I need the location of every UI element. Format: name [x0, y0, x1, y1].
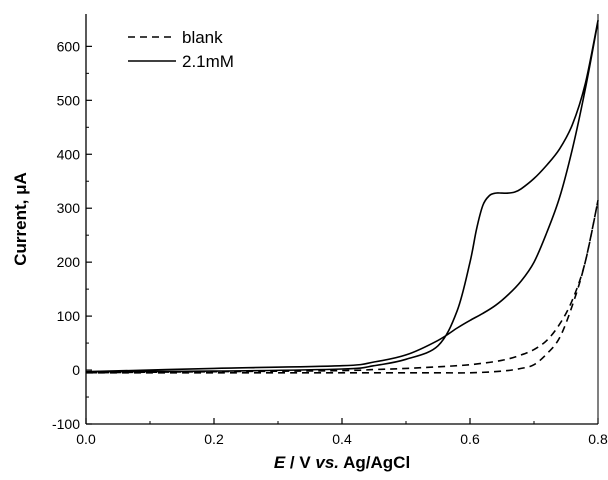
- series-line-blank: [85, 199, 599, 374]
- y-axis-ticks: -100 0 100 200 300 400 500 600: [52, 38, 92, 432]
- x-axis-title: E / V vs. Ag/AgCl: [274, 453, 410, 472]
- y-tick-label: 400: [57, 146, 81, 162]
- y-tick-label: 200: [57, 254, 81, 270]
- y-tick-label: 500: [57, 92, 81, 108]
- x-axis-title-vs: vs.: [315, 453, 339, 472]
- y-axis-title: Current, μA: [11, 172, 30, 266]
- series-layer: [85, 19, 599, 374]
- x-axis-title-reference: Ag/AgCl: [339, 453, 410, 472]
- x-axis-title-unit: / V: [285, 453, 315, 472]
- legend-label-2-1mM: 2.1mM: [182, 52, 234, 71]
- x-axis-title-symbol: E: [274, 453, 286, 472]
- y-tick-label: 100: [57, 308, 81, 324]
- x-tick-label: 0.0: [76, 431, 96, 447]
- y-tick-label: 300: [57, 200, 81, 216]
- legend: blank 2.1mM: [128, 28, 234, 71]
- legend-label-blank: blank: [182, 28, 223, 47]
- y-tick-label: 600: [57, 38, 81, 54]
- x-tick-label: 0.2: [204, 431, 224, 447]
- y-tick-label: 0: [72, 362, 80, 378]
- series-line-2-1mM: [85, 19, 599, 373]
- x-tick-label: 0.6: [460, 431, 480, 447]
- x-tick-label: 0.8: [588, 431, 608, 447]
- x-axis-ticks: 0.0 0.2 0.4 0.6 0.8: [76, 418, 608, 447]
- y-tick-label: -100: [52, 416, 80, 432]
- x-tick-label: 0.4: [332, 431, 352, 447]
